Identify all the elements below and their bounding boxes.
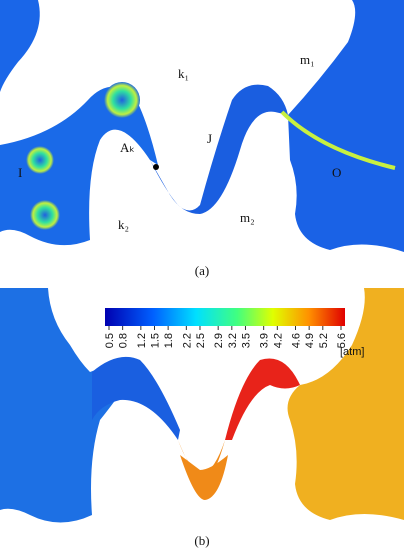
panel-b: 0.5 0.8 1.2 1.5 1.8 2.2 2.5 2.9 3.2 3.5 3.9 4.2 4.6 4… bbox=[0, 288, 404, 548]
colorbar-ticks: 0.5 0.8 1.2 1.5 1.8 2.2 2.5 2.9 3.2 3.5 3.9 4.2 4.6 4… bbox=[104, 326, 348, 348]
tick-label: 3.9 bbox=[259, 333, 271, 348]
label: I bbox=[18, 165, 22, 180]
contact-point bbox=[153, 164, 159, 170]
jet-stream bbox=[280, 110, 396, 170]
colorbar-unit: [atm] bbox=[340, 346, 364, 358]
label: k₁ bbox=[178, 66, 189, 81]
fluid-region bbox=[225, 358, 300, 440]
tick-label: 3.5 bbox=[240, 333, 252, 348]
vortex bbox=[30, 200, 60, 230]
tick-label: 5.6 bbox=[336, 333, 348, 348]
tick-label: 0.5 bbox=[104, 333, 116, 348]
tick-label: 4.9 bbox=[304, 333, 316, 348]
tick-label: 2.5 bbox=[195, 333, 207, 348]
colorbar bbox=[105, 308, 345, 326]
caption: (a) bbox=[195, 263, 209, 278]
fluid-region bbox=[150, 84, 288, 214]
tick-label: 5.2 bbox=[318, 333, 330, 348]
label: O bbox=[332, 165, 341, 180]
label: m₂ bbox=[240, 210, 255, 225]
fluid-region bbox=[288, 0, 404, 252]
tick-label: 4.6 bbox=[291, 333, 303, 348]
fluid-region bbox=[92, 356, 180, 440]
fluid-region bbox=[0, 0, 40, 92]
caption: (b) bbox=[194, 533, 209, 548]
tick-label: 2.9 bbox=[213, 333, 225, 348]
fluid-region bbox=[180, 455, 228, 500]
tick-label: 1.8 bbox=[163, 333, 175, 348]
vortex bbox=[104, 82, 140, 118]
fluid-region bbox=[0, 288, 135, 523]
label: J bbox=[207, 131, 212, 146]
vortex bbox=[26, 146, 54, 174]
label: k₂ bbox=[118, 217, 129, 232]
tick-label: 4.2 bbox=[272, 333, 284, 348]
tick-label: 1.5 bbox=[149, 333, 161, 348]
label: Aₖ bbox=[120, 140, 135, 155]
panel-a: k₁ m₁ Aₖ J I O k₂ m₂ (a) bbox=[0, 0, 404, 278]
tick-label: 2.2 bbox=[181, 333, 193, 348]
fluid-region bbox=[287, 288, 404, 520]
tick-label: 3.2 bbox=[227, 333, 239, 348]
tick-label: 1.2 bbox=[136, 333, 148, 348]
tick-label: 0.8 bbox=[118, 333, 130, 348]
label: m₁ bbox=[300, 52, 315, 67]
